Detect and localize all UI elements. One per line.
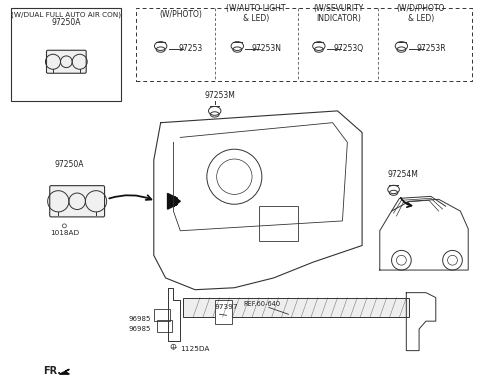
Text: 1018AD: 1018AD (50, 230, 79, 236)
Bar (12, 8, 121, 101)
Text: 96985: 96985 (129, 316, 151, 322)
Text: 1125DA: 1125DA (180, 346, 210, 352)
Text: 97250A: 97250A (51, 18, 81, 27)
Bar (259, 206, 298, 241)
Text: 97253N: 97253N (252, 45, 282, 54)
Text: 97254M: 97254M (388, 170, 419, 179)
Text: (W/DUAL FULL AUTO AIR CON): (W/DUAL FULL AUTO AIR CON) (12, 11, 121, 18)
Text: 97397: 97397 (215, 305, 238, 310)
Text: (W/D/PHOTO
& LED): (W/D/PHOTO & LED) (397, 4, 445, 23)
FancyBboxPatch shape (47, 50, 86, 73)
Bar (154, 309, 169, 321)
Text: 97253Q: 97253Q (333, 45, 363, 54)
Text: 97250A: 97250A (55, 160, 84, 170)
Bar (136, 8, 472, 81)
FancyBboxPatch shape (50, 185, 105, 217)
Text: (W/AUTO LIGHT
& LED): (W/AUTO LIGHT & LED) (226, 4, 286, 23)
Text: (W/SEVURITY
INDICATOR): (W/SEVURITY INDICATOR) (313, 4, 364, 23)
Text: 97253R: 97253R (416, 45, 446, 54)
Bar (183, 298, 409, 317)
Text: FR.: FR. (43, 366, 61, 376)
Text: 97253M: 97253M (204, 91, 235, 100)
Bar (215, 300, 232, 324)
Text: 97253: 97253 (178, 45, 202, 54)
Polygon shape (168, 194, 180, 209)
Text: REF.60-640: REF.60-640 (243, 301, 280, 307)
Text: (W/PHOTO): (W/PHOTO) (159, 10, 202, 19)
Text: 96985: 96985 (129, 326, 151, 332)
Bar (157, 320, 172, 332)
Polygon shape (60, 369, 69, 374)
